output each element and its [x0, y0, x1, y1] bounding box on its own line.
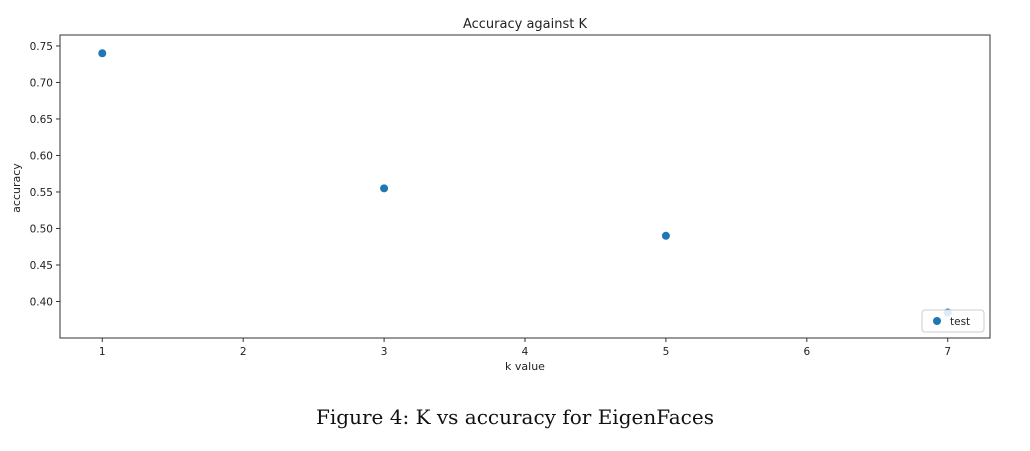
y-tick-label: 0.75 [30, 41, 53, 53]
plot-frame [59, 34, 991, 339]
y-tick-label: 0.50 [30, 223, 53, 235]
y-tick-label: 0.65 [30, 114, 53, 126]
data-point [380, 184, 389, 193]
x-tick-label: 3 [381, 346, 388, 358]
data-point [661, 231, 670, 240]
chart-title: Accuracy against K [463, 17, 588, 32]
legend-label: test [950, 316, 970, 328]
y-axis-label: accuracy [10, 163, 23, 213]
plot-area: 1 2 3 4 5 6 7 0.40 0.45 0.50 0.55 0.60 0.65 0.70 0.75 t… [30, 34, 991, 358]
y-tick-label: 0.70 [30, 77, 53, 89]
x-axis-label: k value [505, 360, 545, 373]
y-tick-label: 0.45 [30, 260, 53, 272]
x-tick-label: 7 [944, 346, 951, 358]
figure-caption: Figure 4: K vs accuracy for EigenFaces [316, 405, 714, 429]
x-tick-label: 6 [803, 346, 810, 358]
x-tick-label: 5 [663, 346, 670, 358]
scatter-chart: Accuracy against K 1 2 3 4 5 6 7 0.40 0.45 0.50 0.… [10, 17, 991, 373]
y-tick-label: 0.40 [30, 296, 53, 308]
x-tick-label: 1 [99, 346, 106, 358]
y-tick-label: 0.60 [30, 150, 53, 162]
legend-box [921, 309, 985, 333]
y-tick-label: 0.55 [30, 187, 53, 199]
legend-marker [933, 317, 941, 325]
x-tick-label: 2 [240, 346, 247, 358]
data-point [98, 49, 107, 58]
x-tick-label: 4 [522, 346, 529, 358]
